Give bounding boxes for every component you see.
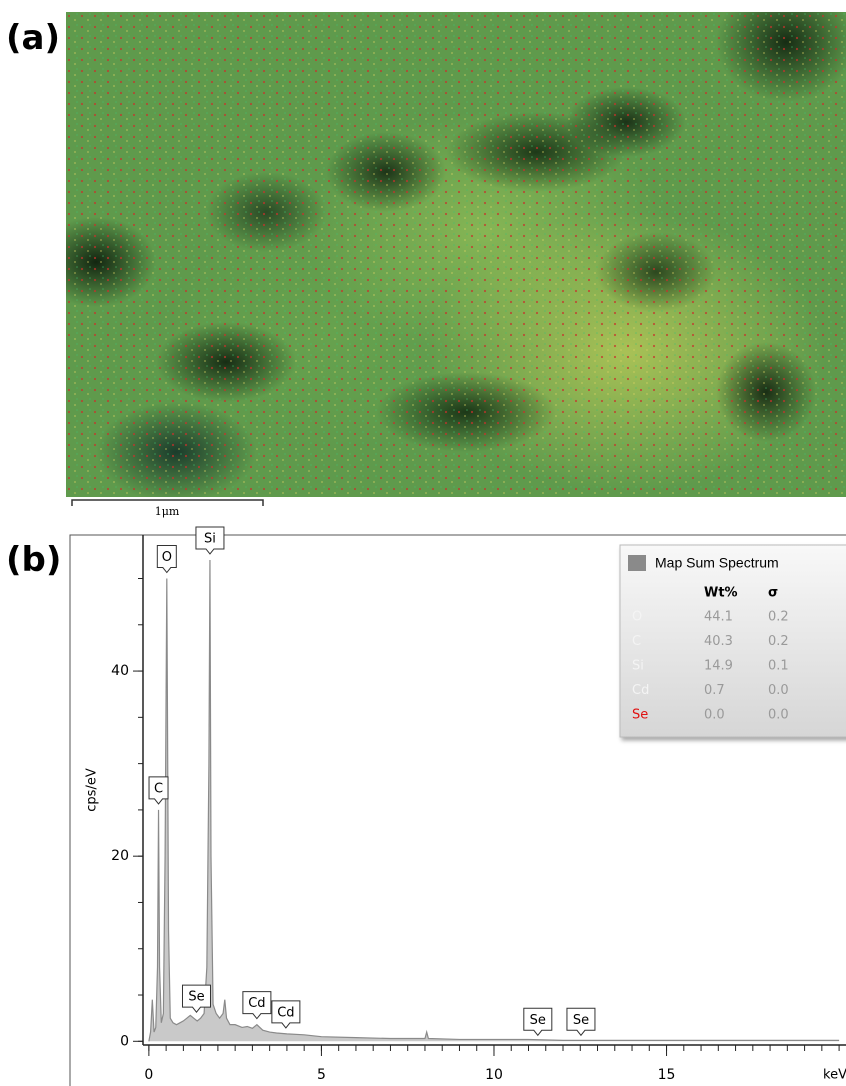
composition-value: 14.9 xyxy=(704,659,733,674)
element-name: Si xyxy=(632,659,644,674)
x-tick-label: 5 xyxy=(317,1067,326,1083)
composition-value: 0.2 xyxy=(768,610,789,625)
peak-label-box xyxy=(242,991,272,1020)
peak-label: Se xyxy=(573,1013,589,1028)
y-tick-label: 20 xyxy=(111,848,129,864)
column-header: σ xyxy=(768,586,778,601)
panel-frame xyxy=(69,534,846,1086)
peak-label-box xyxy=(156,545,177,574)
x-tick-label: 15 xyxy=(658,1067,676,1083)
y-axis-label: cps/eV xyxy=(85,768,100,812)
peak-label-box xyxy=(566,1007,596,1037)
legend-box xyxy=(619,544,846,738)
peak-label: Se xyxy=(530,1013,546,1028)
element-name: O xyxy=(632,610,642,625)
peak-label-box xyxy=(148,776,169,805)
composition-value: 44.1 xyxy=(704,610,733,625)
composition-value: 40.3 xyxy=(704,634,733,649)
spectrum-line xyxy=(148,559,840,1042)
scale-bar xyxy=(71,499,264,506)
y-tick-label: 0 xyxy=(120,1033,129,1049)
column-header: Wt% xyxy=(704,586,738,601)
legend-swatch xyxy=(628,555,646,571)
peak-label: O xyxy=(162,550,172,565)
composition-value: 0.2 xyxy=(768,634,789,649)
eds-map-image xyxy=(66,12,846,497)
element-name: Cd xyxy=(632,683,649,698)
x-tick-label: 10 xyxy=(485,1067,503,1083)
peak-label-box xyxy=(195,526,225,555)
element-name: Se xyxy=(632,708,648,723)
speckle xyxy=(66,12,846,497)
x-tick-label: 0 xyxy=(144,1067,153,1083)
panel-label: (a) xyxy=(6,18,61,58)
peak-label-box xyxy=(523,1007,553,1037)
scale-bar-label: 1μm xyxy=(155,505,180,518)
peak-label-box xyxy=(271,1000,301,1029)
element-name: C xyxy=(632,634,641,649)
panel-label: (b) xyxy=(6,540,62,580)
composition-value: 0.1 xyxy=(768,659,789,674)
peak-label-box xyxy=(181,984,211,1013)
legend-title: Map Sum Spectrum xyxy=(655,555,779,571)
x-axis-label: keV xyxy=(823,1068,846,1083)
peak-label: Cd xyxy=(248,996,265,1011)
peak-label: Cd xyxy=(277,1005,294,1020)
composition-value: 0.0 xyxy=(768,708,789,723)
composition-value: 0.7 xyxy=(704,683,725,698)
y-tick-label: 40 xyxy=(111,663,129,679)
composition-value: 0.0 xyxy=(704,708,725,723)
composition-value: 0.0 xyxy=(768,683,789,698)
peak-label: Si xyxy=(204,531,216,546)
peak-label: C xyxy=(154,781,163,796)
peak-label: Se xyxy=(188,990,204,1005)
